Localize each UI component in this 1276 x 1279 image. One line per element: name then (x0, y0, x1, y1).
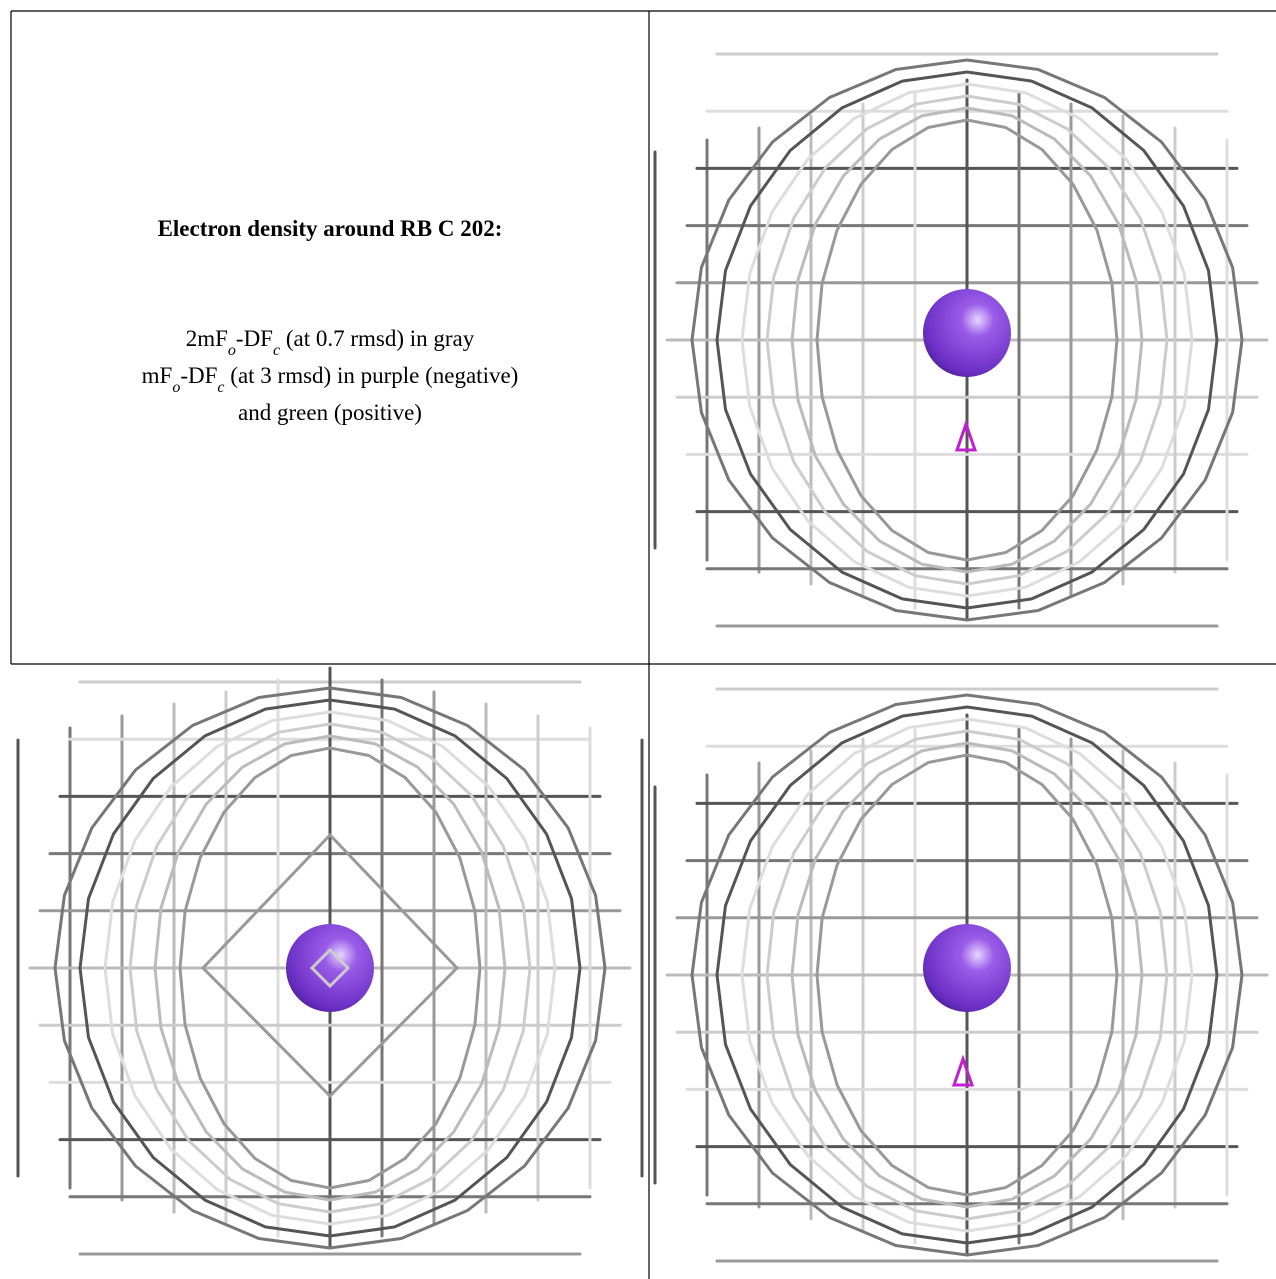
mesh-curve (78, 698, 582, 1238)
mesh-curve (740, 82, 1194, 598)
atom-sphere (286, 924, 374, 1012)
density-panel (653, 52, 1269, 628)
mesh-curve (790, 741, 1144, 1209)
legend-line: mFo-DFc (at 3 rmsd) in purple (negative) (142, 363, 519, 396)
legend-line: 2mFo-DFc (at 0.7 rmsd) in gray (186, 326, 475, 359)
legend-segment: (at 3 rmsd) in purple (negative) (225, 363, 519, 388)
density-panel (653, 687, 1269, 1263)
mesh-curve (690, 693, 1244, 1257)
legend-segment: o (228, 342, 236, 359)
mesh-curve (103, 710, 557, 1226)
mesh-curve (200, 832, 460, 1099)
legend-line: and green (positive) (238, 400, 422, 425)
negative-density (951, 1054, 975, 1087)
legend-segment: 2mF (186, 326, 228, 351)
legend-segment: o (172, 379, 180, 396)
mesh-curve (690, 58, 1244, 622)
title: Electron density around RB C 202: (158, 216, 503, 241)
mesh-curve (715, 70, 1219, 610)
mesh-curve (309, 947, 351, 989)
mesh-curve (53, 686, 607, 1250)
mesh-curve (765, 94, 1169, 586)
mesh-curve (715, 705, 1219, 1245)
legend-segment: c (217, 379, 224, 396)
legend-segment: -DF (180, 363, 217, 388)
legend-segment: and green (positive) (238, 400, 422, 425)
atom-sphere (923, 924, 1011, 1012)
atom-sphere (923, 289, 1011, 377)
negative-density (954, 419, 978, 452)
legend-segment: mF (142, 363, 173, 388)
mesh-curve (815, 118, 1119, 562)
mesh-curve (765, 729, 1169, 1221)
mesh-curve (128, 722, 532, 1214)
mesh-curve (153, 734, 507, 1202)
mesh-curve (815, 753, 1119, 1197)
legend-segment: c (273, 342, 280, 359)
legend-segment: -DF (236, 326, 273, 351)
mesh-curve (740, 717, 1194, 1233)
density-panel (16, 666, 644, 1256)
table-borders (10, 10, 1276, 1279)
mesh-curve (790, 106, 1144, 574)
legend-segment: (at 0.7 rmsd) in gray (280, 326, 475, 351)
description-cell: Electron density around RB C 202: 2mFo-D… (142, 216, 519, 425)
mesh-curve (178, 746, 482, 1190)
